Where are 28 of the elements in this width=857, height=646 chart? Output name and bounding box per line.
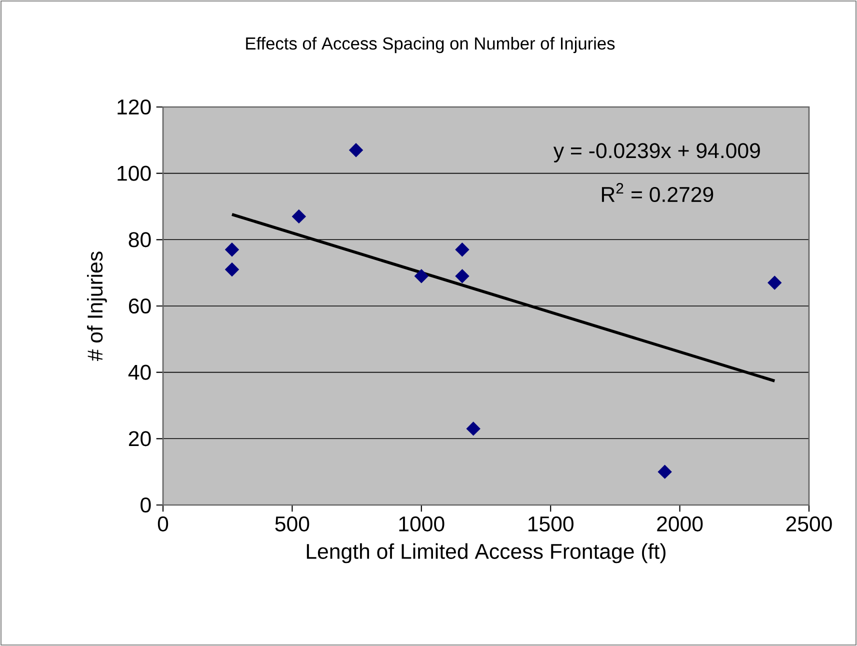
point [225, 262, 239, 277]
x-tick-label: 2000 [657, 516, 703, 532]
annotation: R$^{2}$ = 0.2729 [602, 183, 714, 202]
y-axis-title: # of Injuries [87, 252, 107, 362]
point [658, 464, 672, 479]
chart-title: Effects of Access Spacing on Number of Injuries [246, 36, 615, 54]
y-tick-label: 80 [128, 232, 151, 248]
point [225, 242, 239, 257]
y-tick-label: 60 [128, 298, 151, 314]
x-axis-title: Length of Limited Access Frontage (ft) [306, 543, 666, 564]
point [414, 269, 428, 284]
point [292, 209, 306, 224]
point [455, 269, 470, 284]
x-tick-label: 1000 [399, 516, 444, 532]
y-tick-label: 20 [128, 431, 151, 446]
point [768, 276, 782, 290]
y-tick-label: 120 [118, 99, 151, 115]
y-tick-label: 40 [128, 364, 151, 380]
point [466, 422, 480, 436]
x-tick-label: 2500 [786, 516, 832, 532]
x-tick-label: 0 [158, 516, 168, 532]
y-tick-label: 0 [140, 497, 151, 513]
x-tick-label: 1500 [528, 516, 574, 532]
point [455, 242, 470, 257]
point [349, 143, 364, 158]
annotation: y = -0.0239x + 94.009 [553, 143, 760, 162]
x-tick-label: 500 [275, 516, 310, 532]
y-tick-label: 100 [118, 166, 151, 181]
